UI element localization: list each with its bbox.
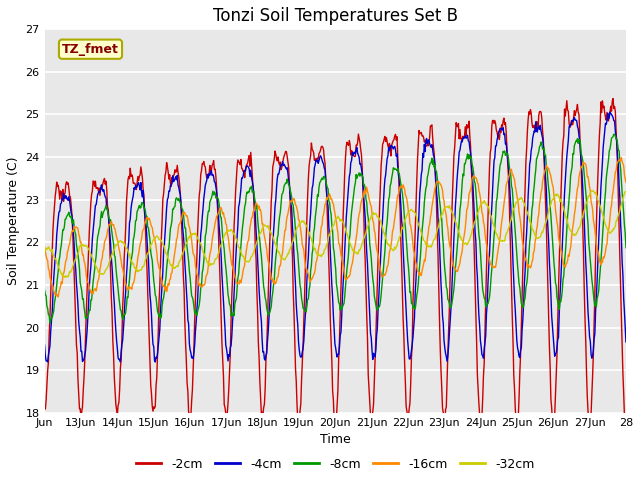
-2cm bbox=[41, 404, 49, 409]
-8cm bbox=[268, 304, 275, 310]
-8cm bbox=[622, 245, 630, 251]
-32cm bbox=[429, 240, 436, 246]
-16cm bbox=[396, 184, 404, 190]
Legend: -2cm, -4cm, -8cm, -16cm, -32cm: -2cm, -4cm, -8cm, -16cm, -32cm bbox=[131, 453, 540, 476]
X-axis label: Time: Time bbox=[320, 433, 351, 446]
Title: Tonzi Soil Temperatures Set B: Tonzi Soil Temperatures Set B bbox=[212, 7, 458, 25]
-4cm bbox=[622, 339, 630, 345]
-8cm bbox=[216, 214, 224, 220]
-16cm bbox=[109, 222, 117, 228]
-2cm bbox=[622, 422, 630, 428]
-8cm bbox=[429, 162, 436, 168]
-4cm bbox=[606, 109, 614, 115]
-16cm bbox=[216, 206, 224, 212]
-32cm bbox=[61, 275, 69, 280]
-32cm bbox=[245, 258, 253, 264]
-32cm bbox=[109, 248, 117, 253]
-16cm bbox=[429, 199, 436, 205]
-4cm bbox=[109, 278, 116, 284]
-32cm bbox=[268, 230, 275, 236]
-8cm bbox=[610, 132, 618, 137]
-16cm bbox=[268, 276, 275, 282]
-16cm bbox=[54, 294, 62, 300]
-2cm bbox=[609, 96, 617, 101]
-4cm bbox=[268, 272, 275, 278]
-32cm bbox=[588, 188, 596, 193]
-2cm bbox=[216, 265, 223, 271]
Line: -32cm: -32cm bbox=[45, 191, 626, 277]
-8cm bbox=[109, 241, 117, 247]
-8cm bbox=[245, 189, 253, 195]
Line: -16cm: -16cm bbox=[45, 157, 626, 297]
-32cm bbox=[622, 189, 630, 194]
-8cm bbox=[46, 320, 54, 326]
-4cm bbox=[429, 146, 436, 152]
Line: -8cm: -8cm bbox=[45, 134, 626, 323]
-32cm bbox=[396, 234, 404, 240]
-2cm bbox=[109, 337, 116, 343]
-4cm bbox=[152, 359, 159, 365]
-8cm bbox=[41, 287, 49, 293]
-4cm bbox=[396, 188, 404, 193]
-16cm bbox=[618, 155, 625, 160]
-2cm bbox=[549, 427, 557, 433]
-16cm bbox=[41, 244, 49, 250]
Text: TZ_fmet: TZ_fmet bbox=[62, 43, 119, 56]
-32cm bbox=[41, 250, 49, 255]
Y-axis label: Soil Temperature (C): Soil Temperature (C) bbox=[7, 157, 20, 285]
-4cm bbox=[41, 342, 49, 348]
-2cm bbox=[244, 156, 252, 161]
-2cm bbox=[428, 122, 436, 128]
-32cm bbox=[216, 243, 224, 249]
-4cm bbox=[216, 241, 224, 247]
Line: -4cm: -4cm bbox=[45, 112, 626, 362]
-8cm bbox=[396, 176, 404, 182]
-2cm bbox=[267, 221, 275, 227]
-16cm bbox=[245, 231, 253, 237]
Line: -2cm: -2cm bbox=[45, 98, 626, 430]
-2cm bbox=[396, 192, 403, 198]
-16cm bbox=[622, 180, 630, 185]
-4cm bbox=[245, 167, 253, 172]
